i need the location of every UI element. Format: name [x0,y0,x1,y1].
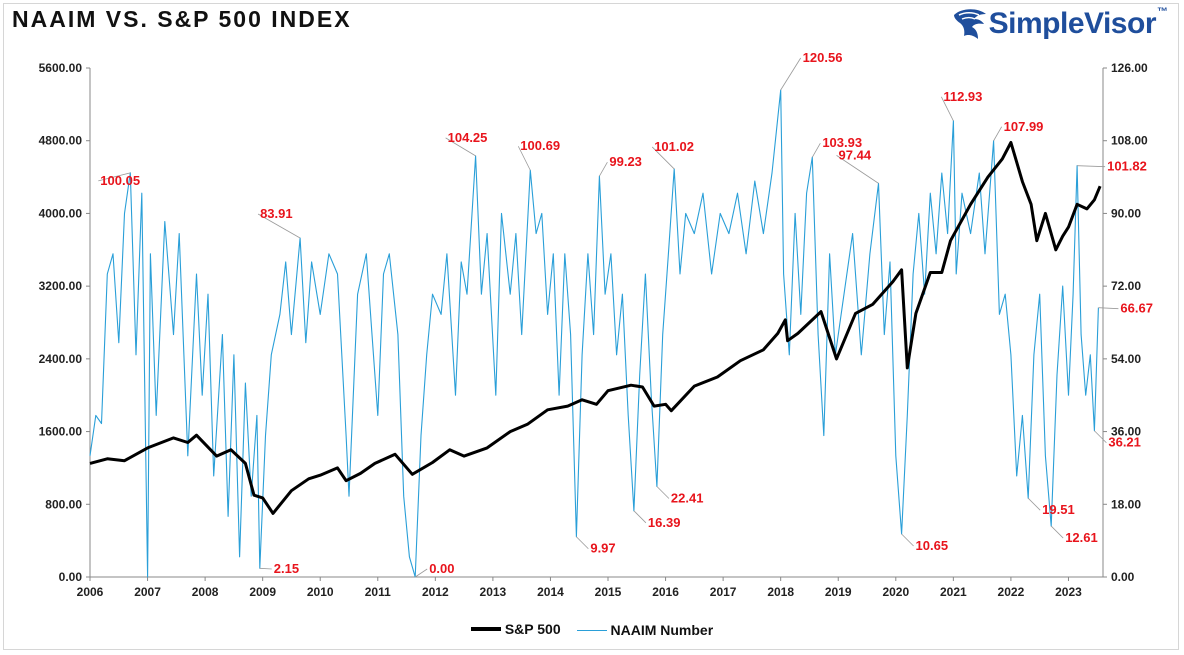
annotation-label: 36.21 [1108,435,1141,450]
left-tick-label: 4000.00 [39,206,83,220]
annotations: 100.05 83.91 2.15 0.00 104.25 100.69 99.23 9.97… [98,50,1153,578]
left-tick-label: 0.00 [59,570,83,584]
annotation-label: 12.61 [1065,530,1098,545]
annotation-leader [599,161,608,177]
left-tick-label: 3200.00 [39,279,83,293]
right-tick-label: 90.00 [1111,206,1141,220]
annotation-label: 83.91 [260,206,293,221]
annotation-label: 2.15 [274,561,299,576]
annotation-leader [1027,497,1041,511]
left-tick-label: 800.00 [45,497,82,511]
annotation-leader [811,142,821,158]
left-tick-label: 4800.00 [39,134,83,148]
legend: S&P 500 NAAIM Number [0,618,1184,638]
x-tick-label: 2014 [537,585,564,599]
annotation-label: 10.65 [916,538,949,553]
annotation-leader [98,172,131,182]
annotation-leader [1077,165,1106,168]
legend-item-naaim: NAAIM Number [576,622,714,639]
right-tick-label: 36.00 [1111,425,1141,439]
x-tick-label: 2017 [710,585,737,599]
x-tick-label: 2022 [998,585,1025,599]
annotation-leader [1098,307,1119,310]
annotation-leader [257,213,301,239]
sp500-line [89,141,1102,515]
x-tick-label: 2007 [134,585,161,599]
legend-label-sp500: S&P 500 [504,621,561,637]
annotation-label: 101.82 [1107,159,1147,174]
logo-trademark: ™ [1157,6,1168,18]
logo: SimpleVisor ™ [951,4,1168,44]
axes [86,67,1107,581]
x-tick-label: 2009 [249,585,276,599]
annotation-leader [576,536,589,550]
right-tick-label: 0.00 [1111,570,1135,584]
x-tick-label: 2021 [940,585,967,599]
annotation-label: 100.05 [100,173,140,188]
annotation-leader [259,567,272,570]
chart-frame [3,3,1179,650]
right-tick-label: 54.00 [1111,352,1141,366]
annotation-leader [901,533,914,547]
x-tick-label: 2012 [422,585,449,599]
right-tick-label: 126.00 [1111,61,1148,75]
left-tick-label: 2400.00 [39,352,83,366]
annotation-label: 99.23 [609,154,642,169]
legend-swatch-sp500 [470,627,501,631]
legend-label-naaim: NAAIM Number [610,622,714,639]
right-tick-label: 18.00 [1111,497,1141,511]
annotation-label: 104.25 [448,130,488,145]
x-tick-label: 2013 [480,585,507,599]
legend-swatch-naaim [576,629,607,631]
right-tick-label: 72.00 [1111,279,1141,293]
annotation-leader [993,126,1002,141]
annotation-label: 0.00 [429,561,454,576]
annotation-label: 19.51 [1042,502,1075,517]
annotation-leader [940,96,954,121]
annotation-leader [414,568,428,578]
annotation-label: 101.02 [654,139,694,154]
annotation-leader [656,486,670,499]
annotation-label: 107.99 [1004,119,1044,134]
logo-text: SimpleVisor [988,7,1157,40]
left-tick-label: 5600.00 [39,61,83,75]
annotation-label: 103.93 [822,135,862,150]
eagle-head-icon [953,9,986,39]
annotation-label: 100.69 [520,138,560,153]
tick-labels: 0.00 800.00 1600.00 2400.00 3200.00 4000.00 48… [39,61,1148,599]
sp500-series [89,141,1102,515]
annotation-leader [1050,525,1064,539]
right-tick-label: 108.00 [1111,134,1148,148]
annotation-label: 120.56 [803,50,843,65]
annotation-label: 9.97 [590,541,615,556]
left-tick-label: 1600.00 [39,425,83,439]
x-tick-label: 2006 [77,585,104,599]
annotation-label: 97.44 [839,147,872,162]
annotation-leader [517,146,531,171]
naaim-line [89,89,1099,578]
x-tick-label: 2016 [652,585,679,599]
x-tick-label: 2011 [365,585,391,599]
x-tick-label: 2010 [307,585,334,599]
chart-title: NAAIM VS. S&P 500 INDEX [12,6,352,32]
x-tick-label: 2018 [767,585,794,599]
annotation-label: 22.41 [671,490,704,505]
x-tick-label: 2023 [1055,585,1082,599]
annotation-leader [1094,430,1107,444]
annotation-leader [780,57,802,91]
x-tick-label: 2008 [192,585,219,599]
annotation-label: 16.39 [648,515,681,530]
annotation-leader [445,137,476,157]
x-tick-label: 2019 [825,585,852,599]
x-tick-label: 2020 [882,585,909,599]
annotation-leader [836,155,879,184]
x-tick-label: 2015 [595,585,622,599]
annotation-leader [651,146,675,170]
annotation-label: 66.67 [1120,301,1153,316]
annotation-label: 112.93 [943,89,982,104]
naaim-series [89,89,1099,578]
legend-item-sp500: S&P 500 [470,621,561,637]
annotation-leader [633,510,647,524]
